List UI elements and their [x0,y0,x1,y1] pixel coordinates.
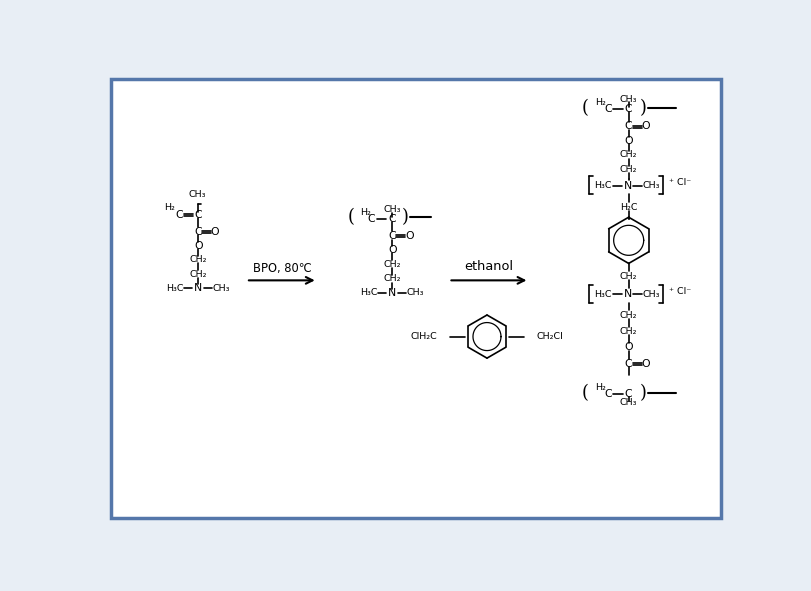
Text: N: N [194,283,202,293]
Text: H₃C: H₃C [166,284,183,293]
Text: O: O [624,136,633,146]
Text: H₂: H₂ [594,383,606,392]
Text: CH₂: CH₂ [189,269,207,279]
Text: CH₃: CH₃ [406,288,423,297]
Text: O: O [211,227,219,237]
Text: H₂: H₂ [164,203,175,213]
Text: CH₂: CH₂ [383,259,401,269]
Text: C: C [624,103,632,113]
Text: H₃C: H₃C [594,290,611,298]
Text: C: C [603,103,611,113]
Text: CH₃: CH₃ [619,398,637,407]
Text: O: O [194,241,202,251]
Text: C: C [388,214,396,224]
Text: O: O [388,245,396,255]
Text: CH₃: CH₃ [212,284,230,293]
Text: O: O [641,359,649,369]
Text: CH₂: CH₂ [383,274,401,283]
Text: C: C [624,359,632,369]
Text: ): ) [639,99,646,117]
Text: C: C [624,121,632,131]
Text: H₂: H₂ [594,98,606,107]
Text: H₃C: H₃C [360,288,377,297]
Text: C: C [367,214,375,224]
Text: ethanol: ethanol [463,260,513,273]
Text: CH₃: CH₃ [383,205,401,214]
Text: O: O [624,342,633,352]
Text: H₂C: H₂C [619,203,637,212]
Text: C: C [388,230,396,241]
Text: ): ) [639,384,646,402]
Text: (: ( [581,384,588,402]
Text: C: C [175,210,182,220]
Text: CH₂: CH₂ [619,165,637,174]
Text: O: O [641,121,649,131]
Text: N: N [623,289,631,299]
Text: CH₂Cl: CH₂Cl [535,332,562,341]
Text: (: ( [581,99,588,117]
Text: CH₂: CH₂ [619,150,637,160]
Text: N: N [623,181,631,191]
Text: O: O [405,230,413,241]
Text: CH₃: CH₃ [642,290,659,298]
Text: C: C [624,388,632,398]
Text: CH₃: CH₃ [642,181,659,190]
Text: H₃C: H₃C [594,181,611,190]
Text: BPO, 80℃: BPO, 80℃ [252,262,311,275]
Text: C: C [603,388,611,398]
Text: ⁺ Cl⁻: ⁺ Cl⁻ [668,178,690,187]
Text: C: C [194,227,202,237]
Text: ): ) [401,208,408,226]
Text: CH₃: CH₃ [188,190,206,199]
Text: CH₂: CH₂ [619,310,637,320]
Text: CH₃: CH₃ [619,95,637,104]
Text: CH₂: CH₂ [189,255,207,264]
Text: CH₂: CH₂ [619,272,637,281]
FancyBboxPatch shape [111,79,720,518]
Text: H₂: H₂ [359,208,371,217]
Text: C: C [194,210,202,220]
Text: CH₂: CH₂ [619,327,637,336]
Text: ClH₂C: ClH₂C [410,332,437,341]
Text: ⁺ Cl⁻: ⁺ Cl⁻ [668,287,690,296]
Text: (: ( [348,208,354,226]
Text: N: N [388,288,396,298]
